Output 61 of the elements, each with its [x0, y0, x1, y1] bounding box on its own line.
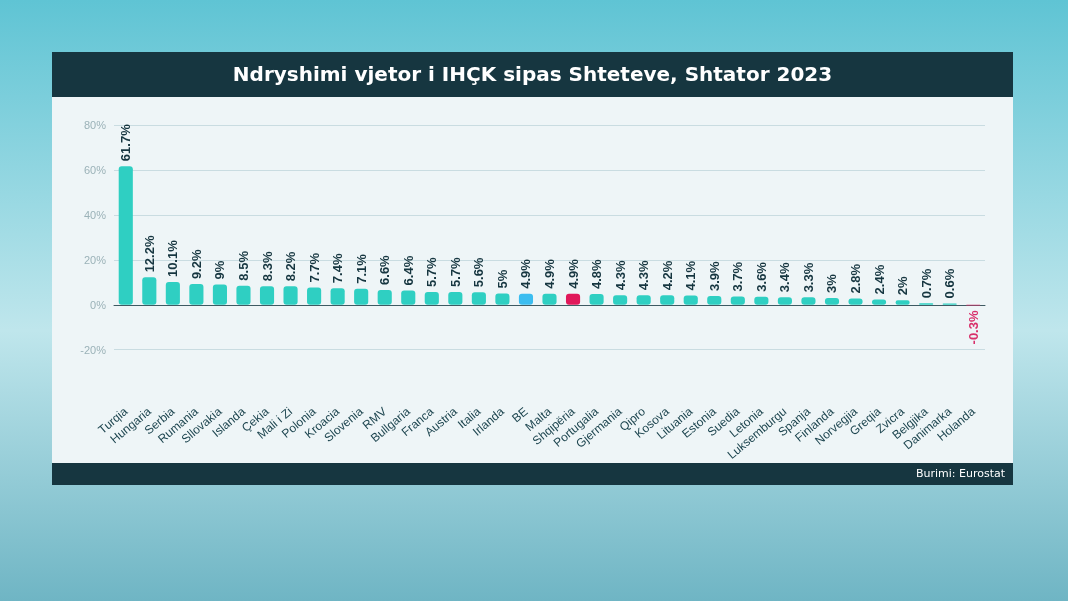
data-label: 61.7% [118, 123, 134, 162]
data-label: 9.2% [188, 249, 204, 280]
data-label: 0.7% [918, 268, 934, 299]
bar [424, 291, 439, 305]
data-label: 3.6% [753, 261, 769, 292]
y-tick-label: 80% [83, 119, 107, 131]
data-label: 12.2% [141, 235, 157, 273]
bar [236, 285, 251, 305]
bar [354, 288, 369, 305]
data-label: 3.9% [706, 260, 722, 292]
data-label: 2.4% [871, 264, 887, 295]
data-label: 2% [895, 276, 911, 296]
data-label: 10.1% [165, 239, 181, 278]
data-label: 9% [212, 260, 228, 280]
data-label: 4.1% [683, 260, 699, 291]
data-label: 8.3% [259, 251, 275, 282]
chart-title: Ndryshimi vjetor i IHÇK sipas Shteteve, Shtator 2023 [52, 52, 1013, 97]
data-label: 4.2% [659, 260, 675, 291]
data-label: 2.8% [848, 263, 864, 294]
y-tick-label: 60% [83, 163, 107, 176]
data-label: 7.7% [306, 252, 322, 283]
y-tick-label: 40% [83, 208, 107, 221]
data-label: 8.2% [283, 251, 299, 282]
bar [283, 286, 298, 305]
data-label: 4.9% [565, 258, 581, 289]
bar [189, 284, 204, 305]
data-label: 3% [824, 273, 840, 294]
bar [212, 284, 227, 305]
bar [165, 282, 180, 305]
y-tick-label: 0% [90, 298, 107, 311]
data-label: 4.9% [518, 258, 534, 289]
data-label: 5.6% [471, 257, 487, 288]
bar [307, 287, 322, 305]
data-label: 6.4% [400, 255, 416, 286]
data-label: 7.1% [353, 253, 369, 284]
data-label: 8.5% [235, 250, 251, 281]
bar [377, 289, 392, 305]
data-label: 5.7% [424, 256, 440, 287]
data-label: 7.4% [330, 253, 346, 284]
data-label: 0.6% [942, 268, 958, 299]
bar [259, 286, 275, 305]
data-label: 3.3% [800, 262, 816, 293]
data-label: 6.6% [377, 254, 393, 285]
text: Burimi: Eurostat [915, 467, 1005, 480]
bar [330, 288, 345, 305]
data-label: -0.3% [965, 310, 981, 345]
data-label: 5.7% [447, 256, 463, 287]
bar [142, 277, 157, 305]
data-label: 3.7% [730, 261, 746, 292]
bar [401, 290, 416, 305]
data-label: 3.4% [777, 262, 793, 293]
bar [118, 166, 133, 305]
data-label: 4.3% [612, 260, 628, 291]
data-label: 4.9% [542, 258, 557, 289]
y-tick-label: 20% [83, 253, 107, 266]
bar [448, 291, 463, 305]
y-tick-label: -20% [80, 343, 107, 356]
bar [471, 292, 486, 305]
data-label: 4.8% [589, 258, 605, 289]
data-label: 4.3% [636, 260, 652, 291]
data-label: 5% [494, 269, 510, 289]
